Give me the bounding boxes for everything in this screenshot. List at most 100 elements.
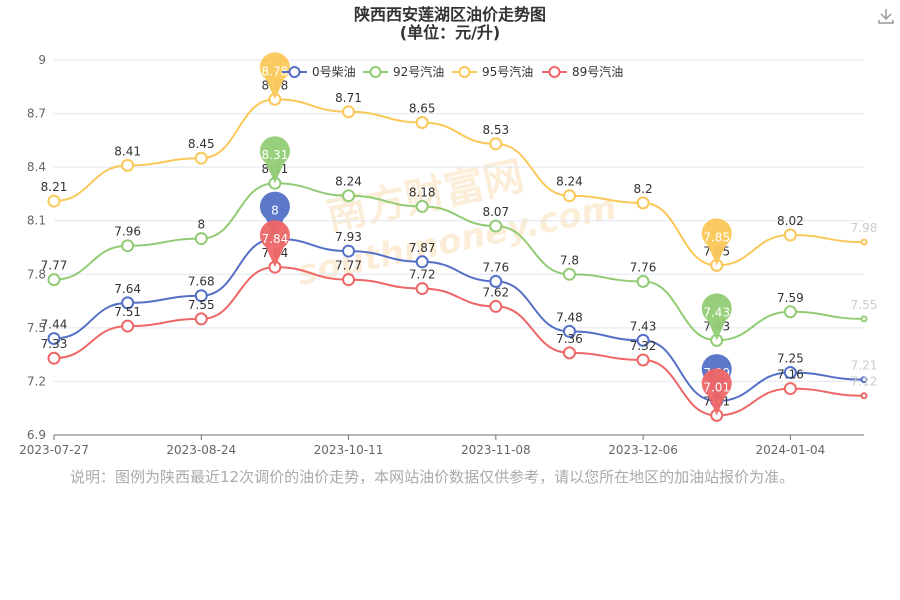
data-point (636, 274, 650, 288)
y-tick-label: 7.2 (27, 374, 46, 388)
data-label: 8.24 (556, 175, 583, 189)
data-label: 7.33 (41, 337, 68, 351)
min-pin: 7.43 (701, 293, 732, 341)
data-label: 8.2 (634, 182, 653, 196)
data-label: 7.48 (556, 310, 583, 324)
x-tick-label: 2023-07-27 (19, 443, 89, 457)
data-label: 8.53 (482, 123, 509, 137)
pin-shape (701, 368, 732, 416)
data-label: 7.16 (777, 368, 804, 382)
legend: 0号柴油 92号汽油 95号汽油 89号汽油 (282, 64, 623, 79)
series-2: 8.21 8.41 8.45 8.78 8.71 8.65 8.53 8.24 8.2 7.85 8… (41, 52, 878, 272)
min-pin: 7.01 (701, 368, 732, 416)
pin-label: 7.84 (262, 232, 289, 246)
legend-marker (458, 66, 471, 78)
data-point (121, 296, 135, 310)
y-tick-label: 7.8 (27, 267, 46, 281)
max-pin: 8 (259, 191, 290, 239)
data-point (342, 189, 356, 203)
data-point (562, 189, 576, 203)
pin-label: 8 (271, 204, 279, 218)
data-label: 8 (197, 218, 205, 232)
data-label: 7.68 (188, 275, 215, 289)
data-point (415, 255, 429, 269)
x-tick-label: 2023-12-06 (608, 443, 678, 457)
data-point (860, 238, 868, 246)
data-label: 7.8 (560, 253, 579, 267)
y-tick-label: 8.4 (27, 160, 46, 174)
y-tick-label: 8.1 (27, 214, 46, 228)
data-label: 7.76 (482, 260, 509, 274)
data-point (194, 232, 208, 246)
pin-shape (701, 218, 732, 266)
download-icon[interactable] (876, 6, 896, 26)
legend-item-2: 95号汽油 (452, 64, 533, 79)
data-point (783, 382, 797, 396)
data-point (489, 274, 503, 288)
data-label: 7.21 (851, 359, 878, 373)
data-label: 7.55 (851, 298, 878, 312)
data-point (489, 219, 503, 233)
pin-shape (259, 136, 290, 184)
chart-title: 陕西西安莲湖区油价走势图 (354, 5, 546, 24)
data-point (342, 105, 356, 119)
data-label: 7.93 (335, 230, 362, 244)
data-label: 7.72 (409, 268, 436, 282)
data-point (194, 151, 208, 165)
pin-label: 7.85 (703, 230, 730, 244)
data-point (636, 333, 650, 347)
data-point (121, 158, 135, 172)
data-label: 7.12 (851, 375, 878, 389)
min-pin: 7.85 (701, 218, 732, 266)
data-label: 7.51 (114, 305, 141, 319)
data-label: 7.32 (630, 339, 657, 353)
data-label: 8.18 (409, 185, 436, 199)
data-label: 7.36 (556, 332, 583, 346)
data-label: 8.45 (188, 137, 215, 151)
data-point (489, 299, 503, 313)
data-point (415, 282, 429, 296)
series-3: 7.33 7.51 7.55 7.84 7.77 7.72 7.62 7.36 7.32 7.01… (41, 220, 878, 422)
legend-marker (548, 66, 561, 78)
legend-marker (288, 66, 301, 78)
legend-label: 92号汽油 (393, 64, 444, 79)
data-label: 8.71 (335, 91, 362, 105)
data-point (194, 312, 208, 326)
data-label: 7.96 (114, 225, 141, 239)
data-label: 7.98 (851, 221, 878, 235)
y-tick-label: 8.7 (27, 107, 46, 121)
series-line (53, 266, 865, 417)
grid (54, 59, 864, 382)
data-point (489, 137, 503, 151)
data-label: 7.77 (335, 259, 362, 273)
data-label: 7.62 (482, 285, 509, 299)
data-label: 8.07 (482, 205, 509, 219)
y-tick-label: 9 (38, 53, 46, 67)
data-point (121, 319, 135, 333)
data-label: 8.65 (409, 102, 436, 116)
pin-shape (259, 52, 290, 100)
x-tick-label: 2023-08-24 (166, 443, 236, 457)
legend-marker (369, 66, 382, 78)
y-tick-label: 6.9 (27, 428, 46, 442)
data-point (342, 244, 356, 258)
legend-label: 89号汽油 (572, 64, 623, 79)
legend-label: 0号柴油 (312, 65, 356, 79)
data-point (47, 194, 61, 208)
data-label: 7.76 (630, 260, 657, 274)
pin-shape (259, 191, 290, 239)
legend-label: 95号汽油 (482, 64, 533, 79)
pin-label: 8.78 (262, 64, 289, 78)
data-label: 7.64 (114, 282, 141, 296)
data-point (783, 366, 797, 379)
data-point (415, 199, 429, 213)
axes: 6.9 7.2 7.5 7.8 8.1 8.4 8.7 9 2023-07-27 2023-08-… (19, 53, 864, 457)
x-tick-label: 2023-11-08 (461, 443, 531, 457)
data-point (562, 346, 576, 360)
pin-label: 7.01 (703, 380, 730, 394)
legend-item-0: 0号柴油 (282, 65, 356, 79)
y-tick-label: 7.5 (27, 321, 46, 335)
data-label: 8.02 (777, 214, 804, 228)
data-point (47, 332, 61, 346)
